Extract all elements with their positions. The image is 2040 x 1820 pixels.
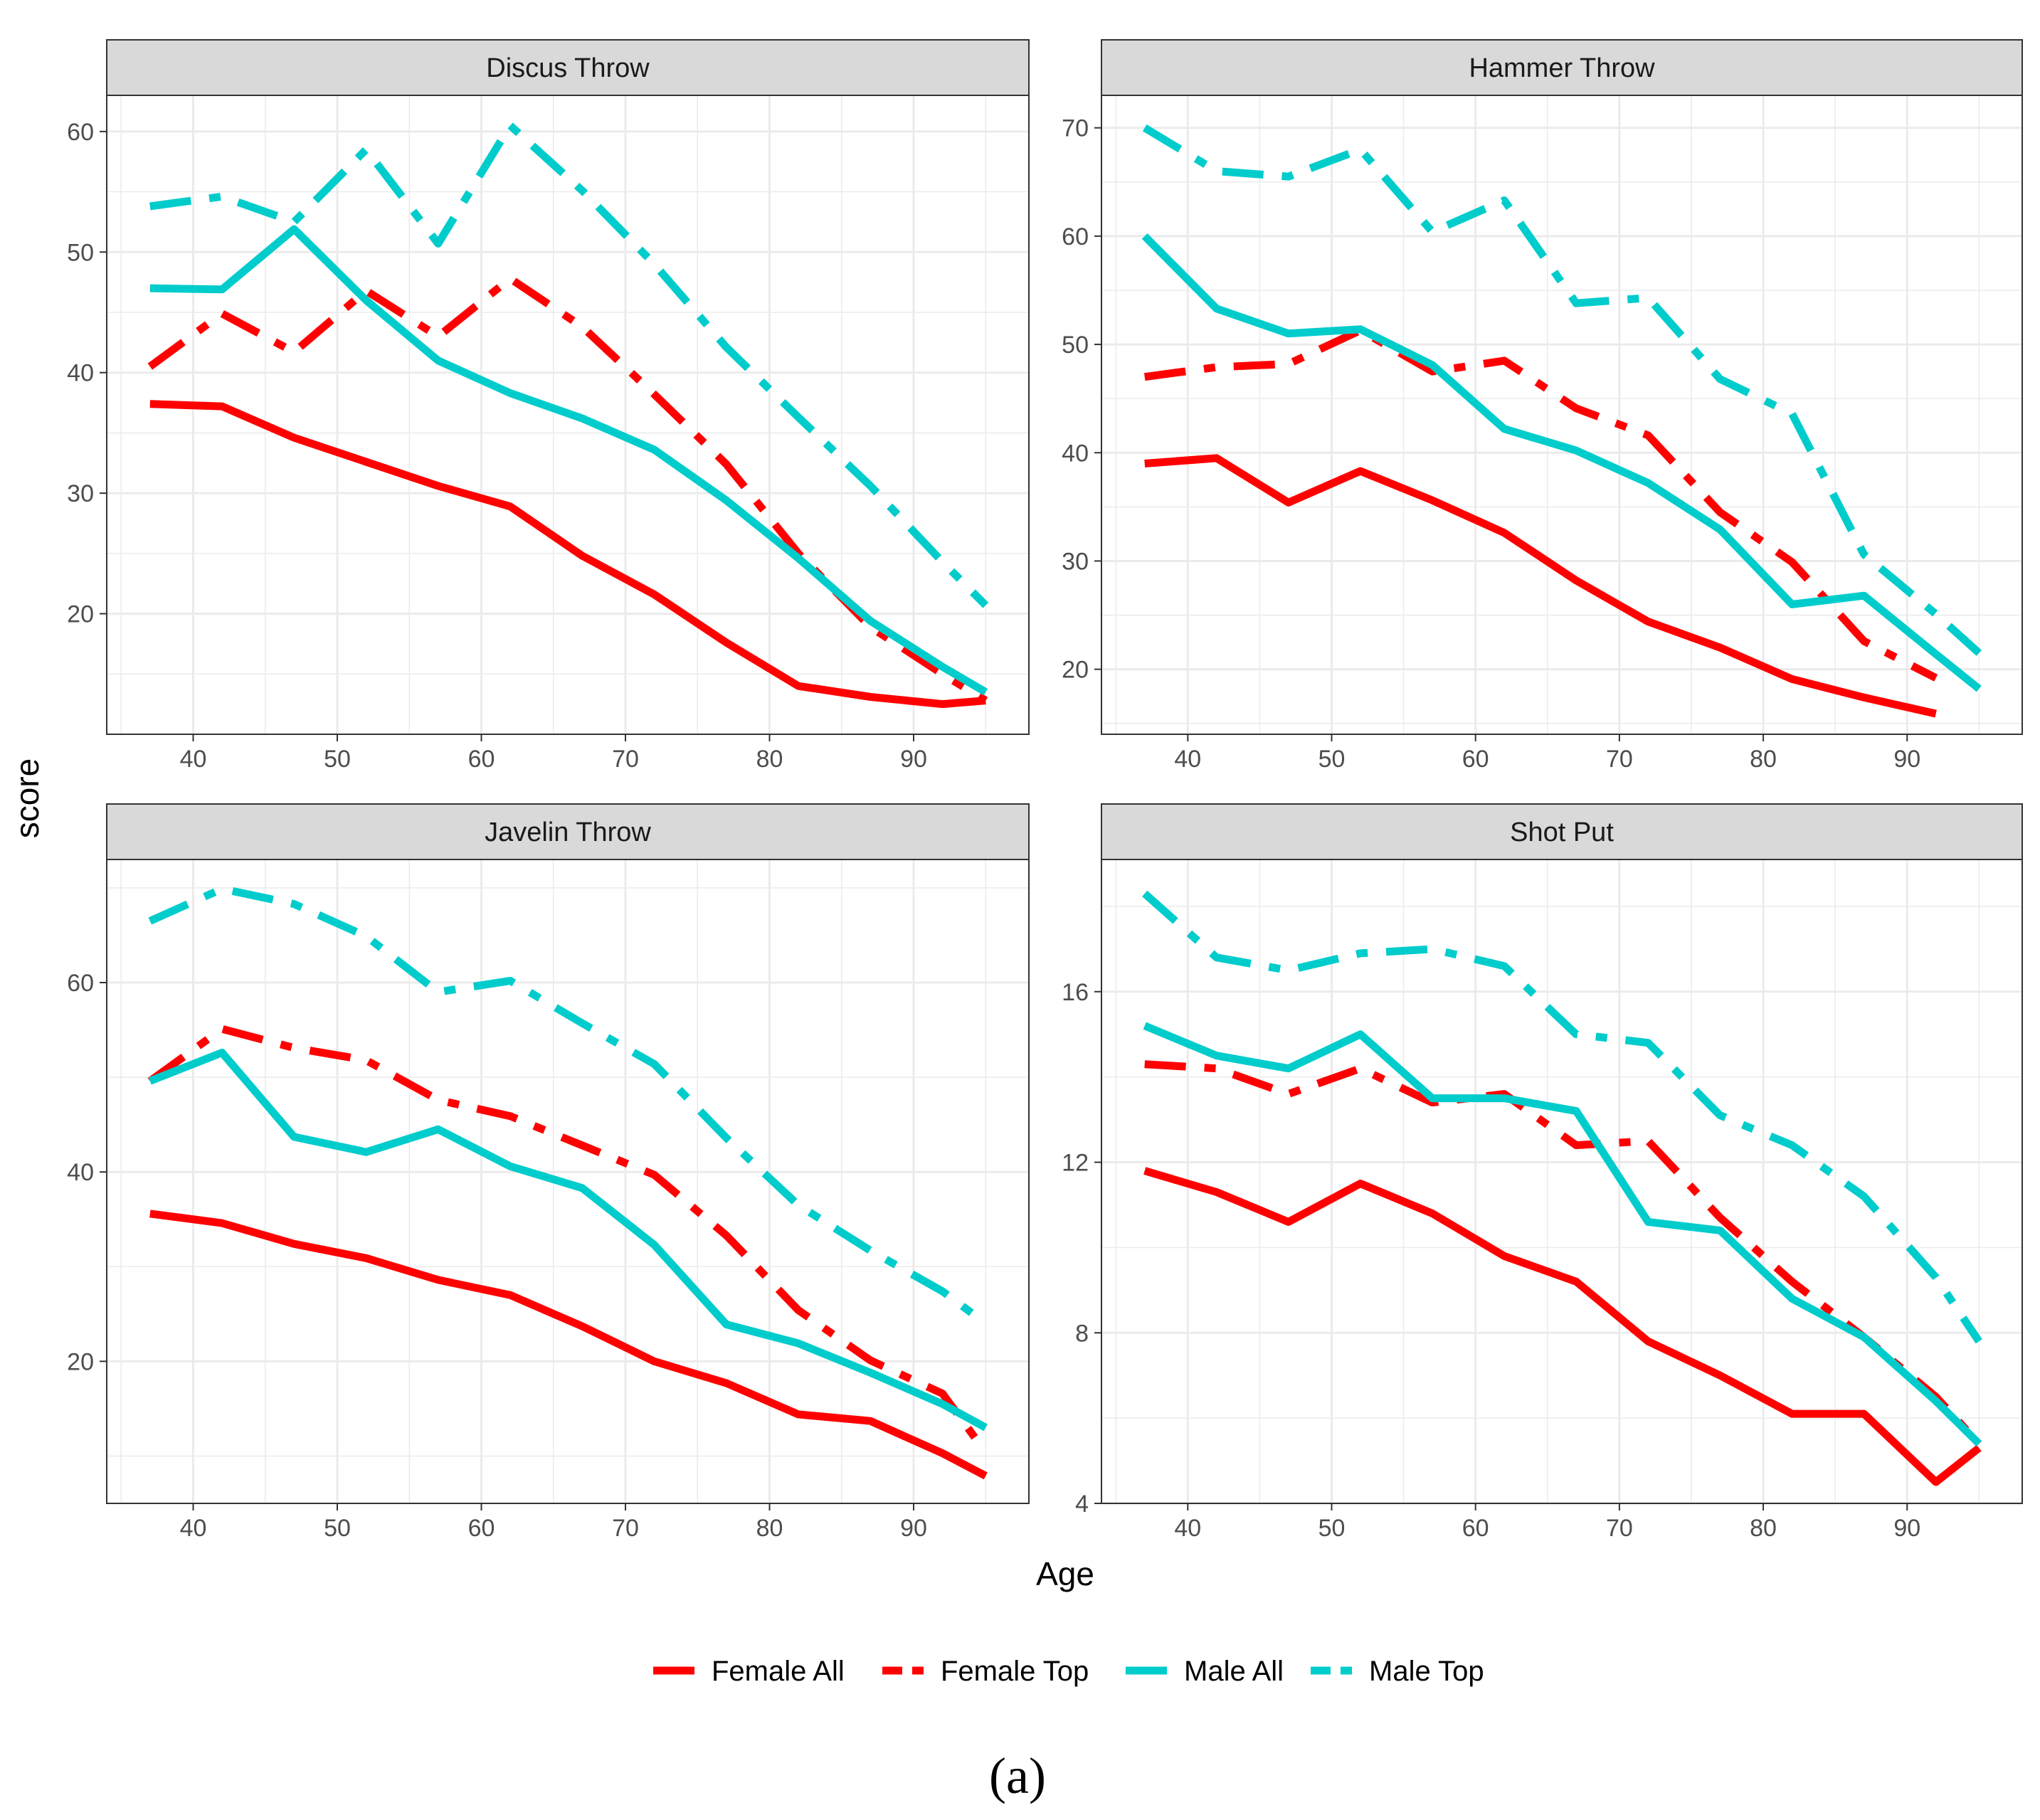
y-tick-label: 60 xyxy=(67,970,94,997)
x-tick-label: 40 xyxy=(180,1515,207,1542)
strip-label-shot-put: Shot Put xyxy=(1510,818,1614,847)
y-tick-label: 60 xyxy=(67,119,94,146)
legend: Female All Female Top Male All Male Top xyxy=(653,1656,1484,1687)
y-tick-label: 50 xyxy=(1062,332,1089,359)
series-male-all-javelin-throw xyxy=(148,1049,988,1432)
series-female-all-hammer-throw xyxy=(1144,454,1937,718)
x-tick-label: 60 xyxy=(1462,1515,1489,1542)
y-tick-label: 20 xyxy=(1062,657,1089,684)
y-axis-title: score xyxy=(9,758,46,838)
grid-hammer-throw xyxy=(1101,95,2022,734)
x-axis-title: Age xyxy=(1036,1555,1094,1592)
x-tick-label: 70 xyxy=(612,1515,639,1542)
plot-area-shot-put xyxy=(1101,859,2022,1503)
series-group-shot-put xyxy=(1142,890,1982,1486)
strip-javelin-throw xyxy=(106,803,1030,860)
x-tick-label: 80 xyxy=(1750,746,1777,773)
figure-caption: (a) xyxy=(989,1747,1046,1804)
x-tick-label: 70 xyxy=(1606,746,1633,773)
series-group-hammer-throw xyxy=(1141,124,1982,718)
legend-item-male-all: Male All xyxy=(1126,1656,1284,1687)
plot-area-hammer-throw xyxy=(1101,95,2022,734)
legend-item-male-top: Male Top xyxy=(1311,1656,1484,1687)
y-tick-label: 20 xyxy=(67,1348,94,1375)
y-tick-label: 30 xyxy=(1062,548,1089,575)
panel-discus-throw: Discus Throw 40 50 60 70 80 90 20 30 40 50 60 xyxy=(67,39,1030,773)
y-tick-label: 4 xyxy=(1075,1491,1089,1518)
x-tick-label: 50 xyxy=(1318,1515,1346,1542)
y-tick-label: 30 xyxy=(67,480,94,507)
series-male-all-discus-throw xyxy=(149,225,988,696)
series-male-top-shot-put xyxy=(1142,890,1982,1344)
panel-hammer-throw: Hammer Throw 40 50 60 70 80 90 20 30 40 50 60 70 xyxy=(1062,39,2023,773)
series-male-all-shot-put xyxy=(1143,1022,1982,1447)
y-tick-label: 8 xyxy=(1075,1320,1089,1347)
strip-label-javelin-throw: Javelin Throw xyxy=(485,818,651,847)
x-tick-label: 70 xyxy=(1606,1515,1633,1542)
series-female-all-discus-throw xyxy=(149,400,986,709)
x-tick-label: 50 xyxy=(324,746,351,773)
series-female-all-javelin-throw xyxy=(149,1210,988,1480)
panel-border-discus-throw xyxy=(106,95,1030,735)
y-tick-label: 16 xyxy=(1062,979,1089,1006)
strip-label-discus-throw: Discus Throw xyxy=(486,53,650,83)
legend-label: Female Top xyxy=(941,1656,1089,1687)
x-tick-label: 40 xyxy=(1174,1515,1201,1542)
x-tick-label: 80 xyxy=(1750,1515,1777,1542)
axes-hammer-throw: 40 50 60 70 80 90 20 30 40 50 60 70 xyxy=(1062,115,1920,773)
grid-javelin-throw xyxy=(107,859,1029,1503)
panel-shot-put: Shot Put 40 50 60 70 80 90 4 8 12 16 xyxy=(1062,803,2023,1542)
y-tick-label: 60 xyxy=(1062,223,1089,250)
x-tick-label: 40 xyxy=(180,746,207,773)
x-tick-label: 60 xyxy=(468,746,495,773)
x-tick-label: 90 xyxy=(1893,1515,1920,1542)
strip-label-hammer-throw: Hammer Throw xyxy=(1469,53,1655,83)
x-tick-label: 50 xyxy=(1318,746,1346,773)
series-group-javelin-throw xyxy=(147,884,989,1480)
y-tick-label: 70 xyxy=(1062,115,1089,142)
legend-label: Female All xyxy=(712,1656,845,1687)
panel-border-hammer-throw xyxy=(1101,95,2023,735)
x-tick-label: 50 xyxy=(324,1515,351,1542)
panel-border-javelin-throw xyxy=(106,859,1030,1504)
axes-discus-throw: 40 50 60 70 80 90 20 30 40 50 60 xyxy=(67,119,927,773)
legend-item-female-top: Female Top xyxy=(882,1656,1089,1687)
series-male-all-hammer-throw xyxy=(1141,233,1982,692)
series-male-top-javelin-throw xyxy=(148,884,988,1327)
series-female-top-hammer-throw xyxy=(1143,326,1938,682)
x-tick-label: 90 xyxy=(900,1515,927,1542)
y-tick-label: 40 xyxy=(67,360,94,387)
y-tick-label: 50 xyxy=(67,239,94,266)
y-tick-label: 12 xyxy=(1062,1150,1089,1177)
x-tick-label: 60 xyxy=(468,1515,495,1542)
strip-discus-throw xyxy=(106,39,1030,96)
series-female-all-shot-put xyxy=(1143,1167,1982,1486)
panel-border-shot-put xyxy=(1101,859,2023,1504)
x-tick-label: 60 xyxy=(1462,746,1489,773)
x-tick-label: 40 xyxy=(1174,746,1201,773)
x-tick-label: 90 xyxy=(900,746,927,773)
legend-item-female-all: Female All xyxy=(653,1656,845,1687)
legend-label: Male Top xyxy=(1369,1656,1484,1687)
x-tick-label: 80 xyxy=(756,1515,783,1542)
series-male-top-discus-throw xyxy=(149,121,989,608)
y-tick-label: 20 xyxy=(67,601,94,628)
axes-shot-put: 40 50 60 70 80 90 4 8 12 16 xyxy=(1062,979,1920,1542)
y-tick-label: 40 xyxy=(67,1159,94,1186)
legend-label: Male All xyxy=(1184,1656,1284,1687)
panel-javelin-throw: Javelin Throw 40 50 60 70 80 90 20 40 60 xyxy=(67,803,1030,1542)
strip-hammer-throw xyxy=(1101,39,2023,96)
x-tick-label: 70 xyxy=(612,746,639,773)
series-female-top-javelin-throw xyxy=(147,1025,989,1455)
x-tick-label: 90 xyxy=(1893,746,1920,773)
axes-javelin-throw: 40 50 60 70 80 90 20 40 60 xyxy=(67,970,927,1542)
x-tick-label: 80 xyxy=(756,746,783,773)
y-tick-label: 40 xyxy=(1062,440,1089,467)
series-male-top-hammer-throw xyxy=(1142,124,1982,656)
series-group-discus-throw xyxy=(147,121,989,709)
